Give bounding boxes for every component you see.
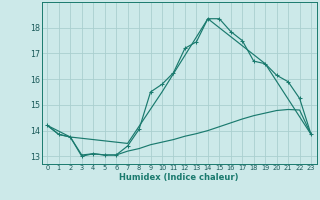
X-axis label: Humidex (Indice chaleur): Humidex (Indice chaleur): [119, 173, 239, 182]
